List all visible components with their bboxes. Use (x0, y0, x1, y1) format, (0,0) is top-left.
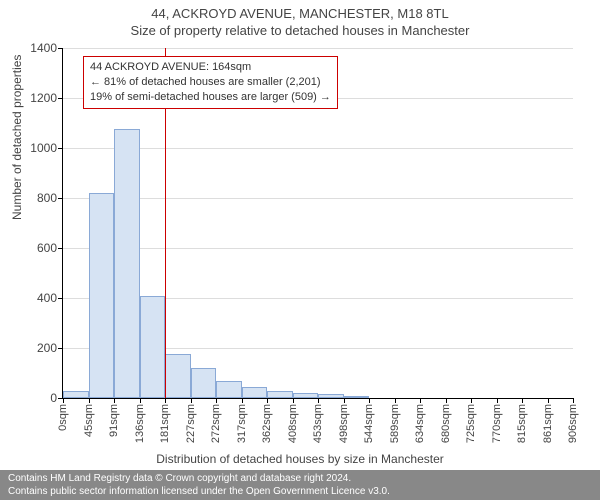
histogram-bar (165, 354, 191, 398)
annotation-box: 44 ACKROYD AVENUE: 164sqm ← 81% of detac… (83, 56, 338, 109)
x-tick-mark (446, 398, 447, 403)
x-tick-mark (344, 398, 345, 403)
x-tick-mark (191, 398, 192, 403)
gridline (63, 198, 573, 199)
x-tick-mark (497, 398, 498, 403)
x-tick-mark (395, 398, 396, 403)
x-tick-label: 136sqm (134, 404, 146, 443)
x-tick-label: 408sqm (287, 404, 299, 443)
histogram-bar (216, 381, 242, 399)
histogram-bar (344, 396, 370, 399)
y-tick-mark (58, 48, 63, 49)
histogram-bar (140, 296, 166, 399)
x-tick-mark (216, 398, 217, 403)
x-tick-mark (369, 398, 370, 403)
y-tick-mark (58, 148, 63, 149)
footer-line1: Contains HM Land Registry data © Crown c… (8, 472, 592, 485)
x-tick-label: 0sqm (57, 404, 69, 431)
x-tick-label: 453sqm (312, 404, 324, 443)
histogram-bar (63, 391, 89, 399)
x-tick-mark (140, 398, 141, 403)
x-tick-mark (242, 398, 243, 403)
x-tick-label: 181sqm (159, 404, 171, 443)
histogram-bar (191, 368, 217, 398)
x-tick-label: 680sqm (440, 404, 452, 443)
histogram-bar (89, 193, 115, 398)
histogram-bar (114, 129, 140, 398)
x-tick-label: 589sqm (389, 404, 401, 443)
x-tick-mark (89, 398, 90, 403)
x-tick-mark (522, 398, 523, 403)
y-tick-label: 1000 (30, 141, 57, 155)
x-tick-label: 906sqm (567, 404, 579, 443)
y-tick-label: 800 (37, 191, 57, 205)
x-tick-label: 815sqm (516, 404, 528, 443)
x-tick-mark (293, 398, 294, 403)
gridline (63, 48, 573, 49)
x-tick-mark (471, 398, 472, 403)
x-tick-mark (63, 398, 64, 403)
x-tick-mark (318, 398, 319, 403)
x-tick-mark (420, 398, 421, 403)
x-tick-label: 317sqm (236, 404, 248, 443)
y-tick-mark (58, 198, 63, 199)
page-title-line2: Size of property relative to detached ho… (0, 21, 600, 38)
x-tick-label: 227sqm (185, 404, 197, 443)
annotation-line3: 19% of semi-detached houses are larger (… (90, 90, 331, 105)
x-tick-mark (114, 398, 115, 403)
x-tick-mark (165, 398, 166, 403)
footer: Contains HM Land Registry data © Crown c… (0, 470, 600, 500)
x-tick-label: 272sqm (210, 404, 222, 443)
x-axis-label: Distribution of detached houses by size … (0, 452, 600, 466)
x-tick-label: 725sqm (465, 404, 477, 443)
page-title-line1: 44, ACKROYD AVENUE, MANCHESTER, M18 8TL (0, 0, 600, 21)
footer-line2: Contains public sector information licen… (8, 485, 592, 498)
x-tick-label: 498sqm (338, 404, 350, 443)
gridline (63, 248, 573, 249)
y-tick-label: 400 (37, 291, 57, 305)
histogram-bar (267, 391, 293, 399)
x-tick-mark (548, 398, 549, 403)
x-tick-label: 91sqm (108, 404, 120, 437)
y-tick-mark (58, 348, 63, 349)
y-tick-label: 200 (37, 341, 57, 355)
y-tick-mark (58, 248, 63, 249)
y-tick-label: 600 (37, 241, 57, 255)
x-tick-label: 362sqm (261, 404, 273, 443)
x-tick-label: 45sqm (83, 404, 95, 437)
histogram-bar (242, 387, 268, 398)
y-tick-label: 0 (50, 391, 57, 405)
annotation-line1: 44 ACKROYD AVENUE: 164sqm (90, 60, 331, 75)
x-tick-label: 544sqm (363, 404, 375, 443)
x-tick-label: 634sqm (414, 404, 426, 443)
x-tick-label: 861sqm (542, 404, 554, 443)
histogram-chart: 44 ACKROYD AVENUE: 164sqm ← 81% of detac… (62, 48, 573, 399)
y-tick-label: 1400 (30, 41, 57, 55)
gridline (63, 148, 573, 149)
x-tick-mark (267, 398, 268, 403)
y-axis-label: Number of detached properties (10, 55, 24, 220)
y-tick-label: 1200 (30, 91, 57, 105)
histogram-bar (293, 393, 319, 398)
histogram-bar (318, 394, 344, 398)
y-tick-mark (58, 98, 63, 99)
annotation-line2: ← 81% of detached houses are smaller (2,… (90, 75, 331, 90)
x-tick-mark (573, 398, 574, 403)
y-tick-mark (58, 298, 63, 299)
x-tick-label: 770sqm (491, 404, 503, 443)
